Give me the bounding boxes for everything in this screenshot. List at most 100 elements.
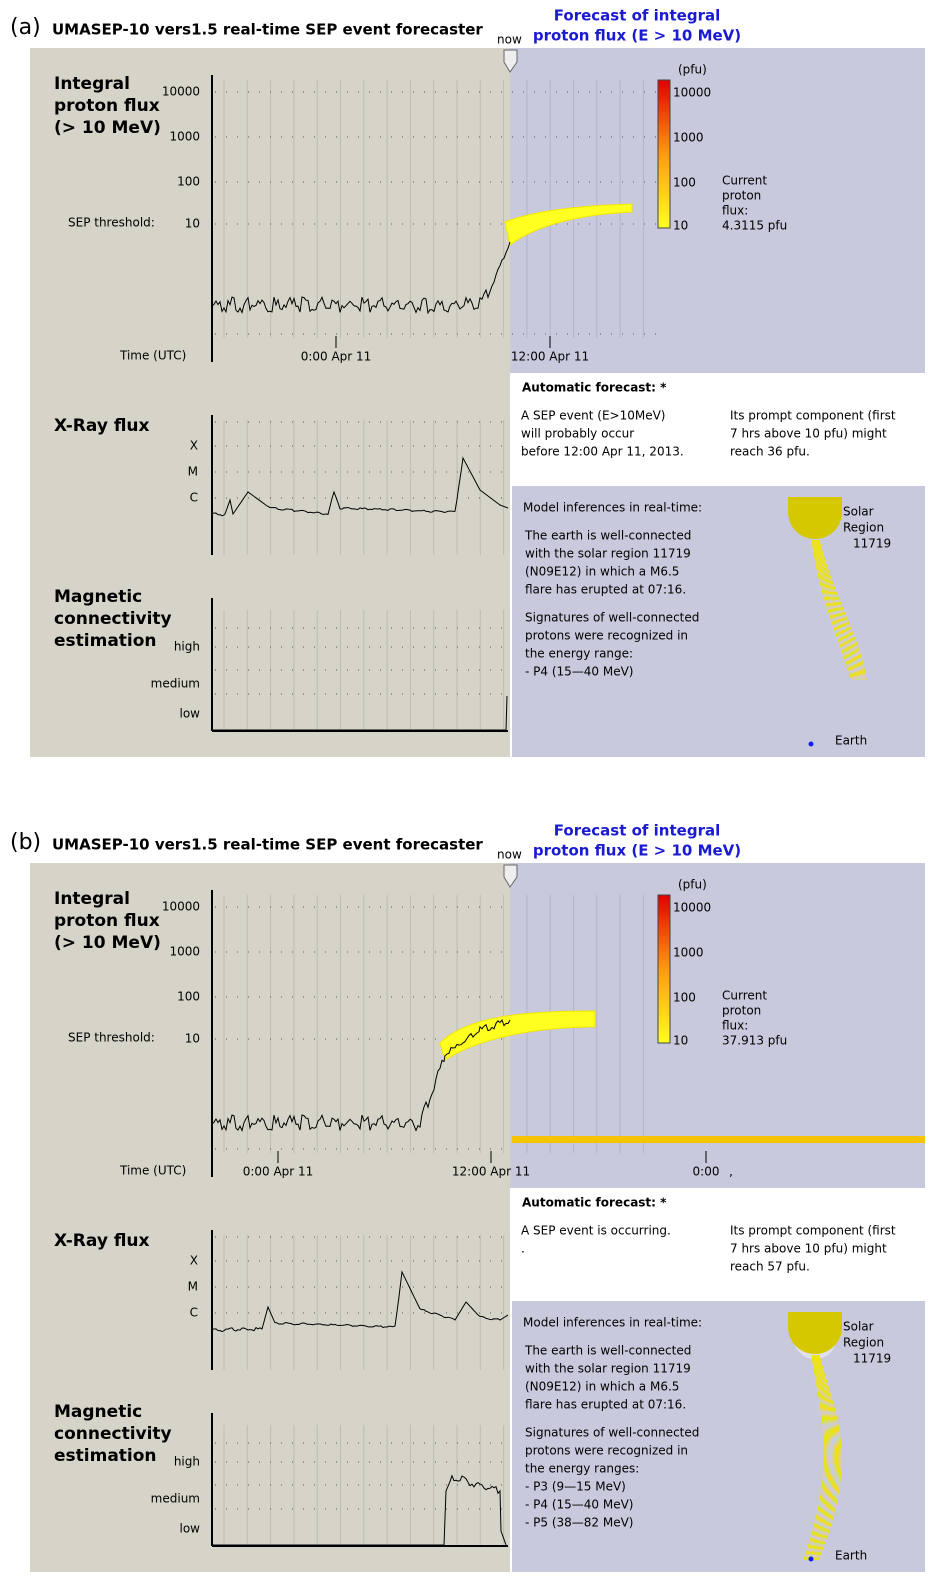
colorbar-tick: 100 — [673, 176, 696, 190]
tick-label: high — [174, 1455, 200, 1469]
forecast-text: A SEP event is occurring. — [521, 1224, 671, 1238]
screenshot: (a)UMASEP-10 vers1.5 real-time SEP event… — [0, 0, 943, 1593]
forecast-text: Its prompt component (first — [730, 1224, 896, 1238]
panel: (a)UMASEP-10 vers1.5 real-time SEP event… — [10, 7, 925, 758]
current-flux: flux: — [722, 204, 748, 218]
colorbar-tick: 10 — [673, 1034, 688, 1048]
tick-label: medium — [151, 1492, 200, 1506]
axis-title: Integral — [54, 74, 130, 94]
forecast-text: reach 57 pfu. — [730, 1260, 810, 1274]
axis-title: proton flux — [54, 96, 160, 116]
region-label: 11719 — [853, 537, 891, 551]
region-label: Region — [843, 521, 884, 535]
forecast-line — [512, 1136, 925, 1143]
time-tick-label: 0:00 Apr 11 — [301, 350, 372, 364]
model-text: protons were recognized in — [525, 629, 688, 643]
tick-label: C — [190, 1306, 198, 1320]
model-text: Signatures of well-connected — [525, 611, 699, 625]
region-label: Solar — [843, 505, 874, 519]
model-text: (N09E12) in which a M6.5 — [525, 565, 679, 579]
earth — [809, 1557, 814, 1562]
time-tick-label: 0:00 — [693, 1165, 720, 1179]
forecast-text: before 12:00 Apr 11, 2013. — [521, 445, 684, 459]
model-text: - P3 (9—15 MeV) — [525, 1480, 626, 1494]
model-text: the energy range: — [525, 647, 633, 661]
tick-label: low — [180, 1522, 201, 1536]
tick-label: 1000 — [169, 945, 200, 959]
model-text: - P5 (38—82 MeV) — [525, 1516, 634, 1530]
model-text: protons were recognized in — [525, 1444, 688, 1458]
model-text: (N09E12) in which a M6.5 — [525, 1380, 679, 1394]
tick-label: 100 — [177, 175, 200, 189]
axis-title: Integral — [54, 889, 130, 909]
current-flux: 37.913 pfu — [722, 1034, 787, 1048]
model-text: with the solar region 11719 — [525, 547, 691, 561]
colorbar-tick: 10 — [673, 219, 688, 233]
model-text: - P4 (15—40 MeV) — [525, 665, 634, 679]
current-flux: Current — [722, 989, 767, 1003]
model-heading: Model inferences in real-time: — [523, 1316, 702, 1330]
panel-label: (b) — [10, 830, 41, 855]
current-flux: flux: — [722, 1019, 748, 1033]
colorbar-tick: 1000 — [673, 946, 704, 960]
current-flux: proton — [722, 189, 761, 203]
model-text: Signatures of well-connected — [525, 1426, 699, 1440]
axis-title: Time (UTC) — [119, 1164, 186, 1178]
axis-title: connectivity — [54, 1424, 172, 1444]
region-label: 11719 — [853, 1352, 891, 1366]
colorbar — [658, 80, 670, 228]
current-flux: proton — [722, 1004, 761, 1018]
tick-label: M — [188, 1280, 198, 1294]
axis-title: Magnetic — [54, 587, 142, 607]
forecast-text: Its prompt component (first — [730, 409, 896, 423]
threshold-label: SEP threshold: — [68, 1031, 155, 1045]
tick-label: M — [188, 465, 198, 479]
forecast-heading: Automatic forecast: * — [522, 1196, 667, 1210]
colorbar-unit: (pfu) — [678, 878, 707, 892]
model-text: - P4 (15—40 MeV) — [525, 1498, 634, 1512]
colorbar-unit: (pfu) — [678, 63, 707, 77]
region-label: Region — [843, 1336, 884, 1350]
forecast-title: Forecast of integral — [554, 7, 720, 25]
tick-label: 1000 — [169, 130, 200, 144]
now-label: now — [497, 848, 522, 862]
earth — [809, 742, 814, 747]
earth-label: Earth — [835, 1549, 867, 1563]
earth-label: Earth — [835, 734, 867, 748]
tick-label: 10000 — [162, 900, 200, 914]
axis-title: proton flux — [54, 911, 160, 931]
forecast-text: . — [521, 1242, 525, 1256]
app-title: UMASEP-10 vers1.5 real-time SEP event fo… — [52, 836, 483, 854]
axis-title: estimation — [54, 631, 157, 651]
forecast-title: proton flux (E > 10 MeV) — [533, 27, 741, 45]
axis-title: estimation — [54, 1446, 157, 1466]
forecast-text: reach 36 pfu. — [730, 445, 810, 459]
current-flux: 4.3115 pfu — [722, 219, 787, 233]
forecast-title: Forecast of integral — [554, 822, 720, 840]
model-text: The earth is well-connected — [524, 1344, 691, 1358]
forecast-text: will probably occur — [521, 427, 634, 441]
tick-label: 10000 — [162, 85, 200, 99]
forecast-text: A SEP event (E>10MeV) — [521, 409, 665, 423]
threshold-label: SEP threshold: — [68, 216, 155, 230]
forecast-heading: Automatic forecast: * — [522, 381, 667, 395]
axis-title: Time (UTC) — [119, 349, 186, 363]
tick-label: C — [190, 491, 198, 505]
region-label: Solar — [843, 1320, 874, 1334]
model-text: the energy ranges: — [525, 1462, 639, 1476]
now-label: now — [497, 33, 522, 47]
model-heading: Model inferences in real-time: — [523, 501, 702, 515]
forecast-title: proton flux (E > 10 MeV) — [533, 842, 741, 860]
axis-title: X-Ray flux — [54, 1231, 150, 1251]
tick-label: X — [190, 1254, 198, 1268]
forecast-text: 7 hrs above 10 pfu) might — [730, 1242, 887, 1256]
model-text: with the solar region 11719 — [525, 1362, 691, 1376]
tick-label: X — [190, 439, 198, 453]
colorbar-tick: 1000 — [673, 131, 704, 145]
model-text: flare has erupted at 07:16. — [525, 583, 686, 597]
colorbar-tick: 100 — [673, 991, 696, 1005]
axis-title: connectivity — [54, 609, 172, 629]
app-title: UMASEP-10 vers1.5 real-time SEP event fo… — [52, 21, 483, 39]
tick-label: 100 — [177, 990, 200, 1004]
time-tick-label: 12:00 Apr 11 — [511, 350, 589, 364]
